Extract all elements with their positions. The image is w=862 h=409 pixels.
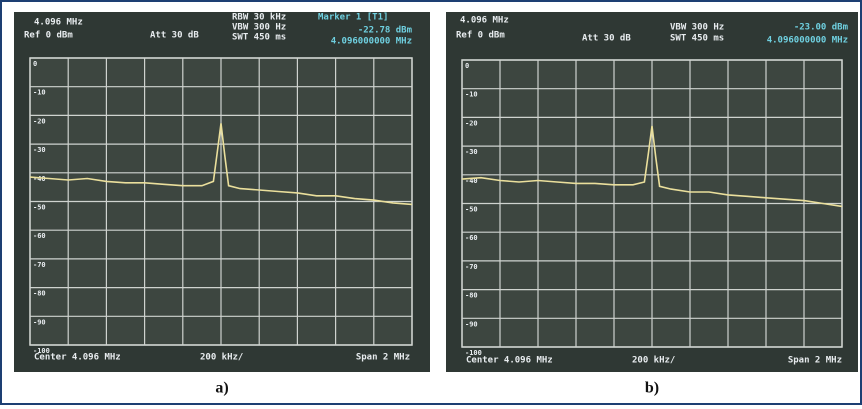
marker-freq: 4.096000000 MHz xyxy=(767,36,848,46)
y-tick-label: 0 xyxy=(33,60,37,68)
y-tick-label: 0 xyxy=(465,62,469,70)
y-tick-label: -10 xyxy=(33,89,46,97)
y-tick-label: -50 xyxy=(33,204,46,212)
y-tick-label: -70 xyxy=(465,263,478,271)
ref: Ref 0 dBm xyxy=(456,31,505,41)
y-tick-label: -30 xyxy=(465,148,478,156)
ref: Ref 0 dBm xyxy=(24,31,73,41)
caption: a) xyxy=(215,380,228,397)
swt: SWT 450 ms xyxy=(232,33,286,43)
y-tick-label: -20 xyxy=(33,117,46,125)
center: Center 4.096 MHz xyxy=(466,356,553,366)
caption: b) xyxy=(645,380,659,397)
y-tick-label: -90 xyxy=(33,318,46,326)
y-tick-label: -70 xyxy=(33,261,46,269)
att: Att 30 dB xyxy=(582,34,631,44)
y-tick-label: -20 xyxy=(465,119,478,127)
y-tick-label: -60 xyxy=(33,232,46,240)
y-tick-label: -30 xyxy=(33,146,46,154)
division: 200 kHz/ xyxy=(200,353,243,363)
vbw: VBW 300 Hz xyxy=(670,23,724,33)
freq: 4.096 MHz xyxy=(34,18,83,28)
marker: Marker 1 [T1] xyxy=(318,13,388,23)
level: -22.78 dBm xyxy=(358,26,413,36)
swt: SWT 450 ms xyxy=(670,34,724,44)
y-tick-label: -80 xyxy=(465,292,478,300)
level: -23.00 dBm xyxy=(794,23,849,33)
att: Att 30 dB xyxy=(150,31,199,41)
rbw: RBW 30 kHz xyxy=(232,13,286,23)
figure: 4.096 MHz Ref 0 dBm Att 30 dB RBW 30 kHz… xyxy=(0,0,862,405)
division: 200 kHz/ xyxy=(632,356,675,366)
y-tick-label: -10 xyxy=(465,91,478,99)
y-tick-label: -100 xyxy=(465,349,482,357)
y-tick-label: -50 xyxy=(465,206,478,214)
y-tick-label: -100 xyxy=(33,347,50,355)
y-tick-label: -80 xyxy=(33,290,46,298)
span: Span 2 MHz xyxy=(788,356,842,366)
y-tick-label: -90 xyxy=(465,320,478,328)
vbw: VBW 300 Hz xyxy=(232,23,286,33)
freq: 4.096 MHz xyxy=(460,16,509,26)
span: Span 2 MHz xyxy=(356,353,410,363)
y-tick-label: -60 xyxy=(465,234,478,242)
marker-freq: 4.096000000 MHz xyxy=(331,37,412,47)
